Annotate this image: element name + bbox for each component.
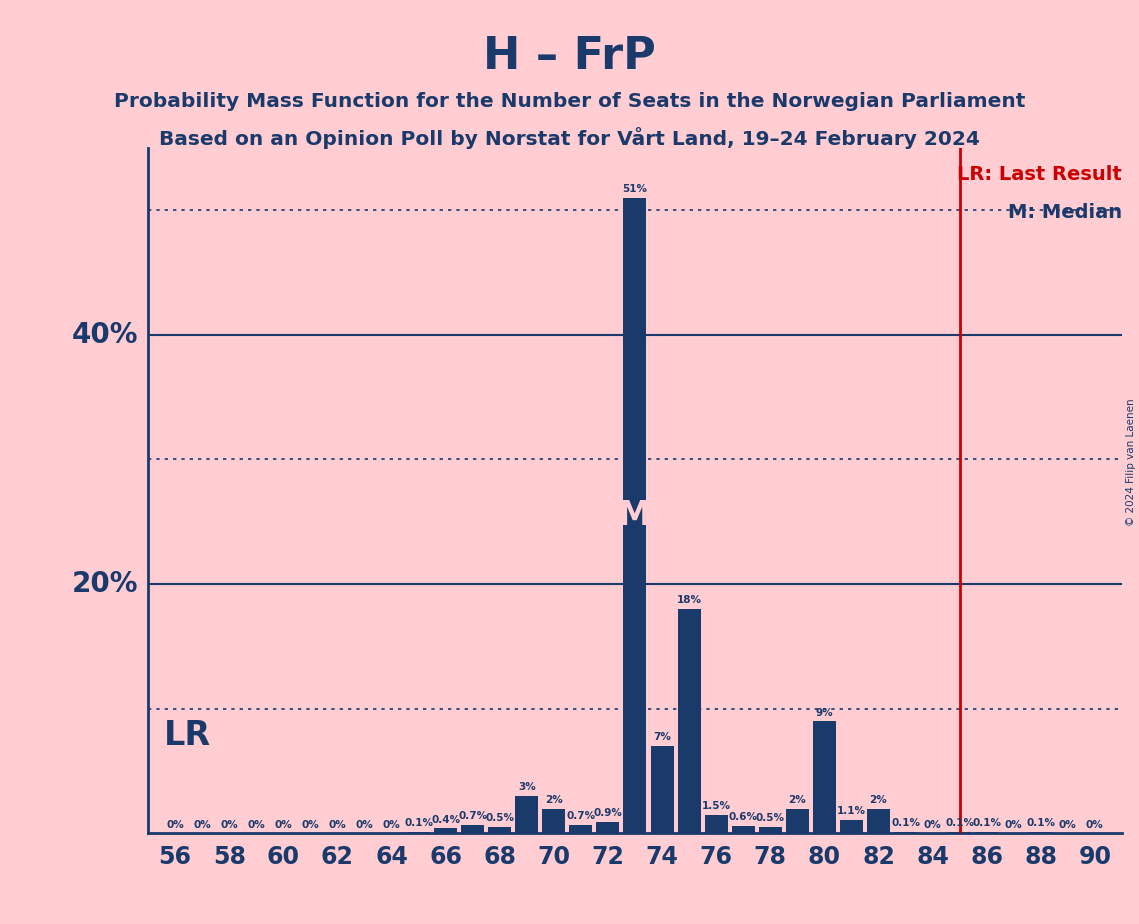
Text: 0.1%: 0.1% [404, 819, 433, 829]
Text: 40%: 40% [72, 321, 138, 349]
Text: 0.7%: 0.7% [566, 811, 596, 821]
Bar [839, 820, 863, 833]
Text: 0.9%: 0.9% [593, 808, 622, 819]
Bar [597, 822, 620, 833]
Text: Probability Mass Function for the Number of Seats in the Norwegian Parliament: Probability Mass Function for the Number… [114, 92, 1025, 112]
Bar [650, 747, 673, 833]
Bar [705, 815, 728, 833]
Text: H – FrP: H – FrP [483, 35, 656, 79]
Text: LR: Last Result: LR: Last Result [957, 165, 1122, 184]
Bar [759, 827, 781, 833]
Text: 0%: 0% [302, 820, 319, 830]
Bar [786, 808, 809, 833]
Bar [489, 827, 511, 833]
Text: 0.5%: 0.5% [485, 813, 514, 823]
Text: 0%: 0% [194, 820, 211, 830]
Text: 20%: 20% [72, 570, 138, 598]
Text: 1.1%: 1.1% [837, 806, 866, 816]
Text: 0.5%: 0.5% [756, 813, 785, 823]
Text: 0%: 0% [1085, 820, 1104, 830]
Text: 18%: 18% [677, 595, 702, 605]
Text: 0.1%: 0.1% [891, 819, 920, 829]
Text: 0%: 0% [355, 820, 374, 830]
Text: LR: LR [164, 720, 212, 752]
Text: 0%: 0% [1005, 820, 1023, 830]
Text: 0.6%: 0.6% [729, 812, 757, 822]
Text: 0%: 0% [274, 820, 293, 830]
Bar [813, 722, 836, 833]
Bar [461, 825, 484, 833]
Text: 2%: 2% [544, 795, 563, 805]
Text: 0%: 0% [383, 820, 401, 830]
Text: 7%: 7% [653, 733, 671, 743]
Text: 0%: 0% [1059, 820, 1076, 830]
Bar [623, 198, 647, 833]
Text: © 2024 Filip van Laenen: © 2024 Filip van Laenen [1126, 398, 1136, 526]
Text: 0%: 0% [247, 820, 265, 830]
Text: 0.1%: 0.1% [973, 819, 1001, 829]
Text: 0%: 0% [924, 820, 942, 830]
Text: 1.5%: 1.5% [702, 801, 730, 811]
Text: 0.1%: 0.1% [1026, 819, 1055, 829]
Text: M: Median: M: Median [1008, 202, 1122, 222]
Bar [731, 826, 755, 833]
Text: 0%: 0% [166, 820, 185, 830]
Text: 2%: 2% [788, 795, 806, 805]
Text: 0.7%: 0.7% [458, 811, 487, 821]
Text: M: M [618, 499, 652, 532]
Bar [678, 609, 700, 833]
Bar [434, 829, 457, 833]
Text: 0%: 0% [328, 820, 346, 830]
Text: Based on an Opinion Poll by Norstat for Vårt Land, 19–24 February 2024: Based on an Opinion Poll by Norstat for … [159, 128, 980, 150]
Text: 51%: 51% [623, 184, 647, 194]
Text: 2%: 2% [869, 795, 887, 805]
Text: 0%: 0% [220, 820, 238, 830]
Text: 0.1%: 0.1% [945, 819, 974, 829]
Bar [542, 808, 565, 833]
Text: 9%: 9% [816, 708, 833, 718]
Text: 3%: 3% [518, 783, 535, 792]
Text: 0.4%: 0.4% [431, 815, 460, 825]
Bar [515, 796, 539, 833]
Bar [570, 825, 592, 833]
Bar [867, 808, 890, 833]
